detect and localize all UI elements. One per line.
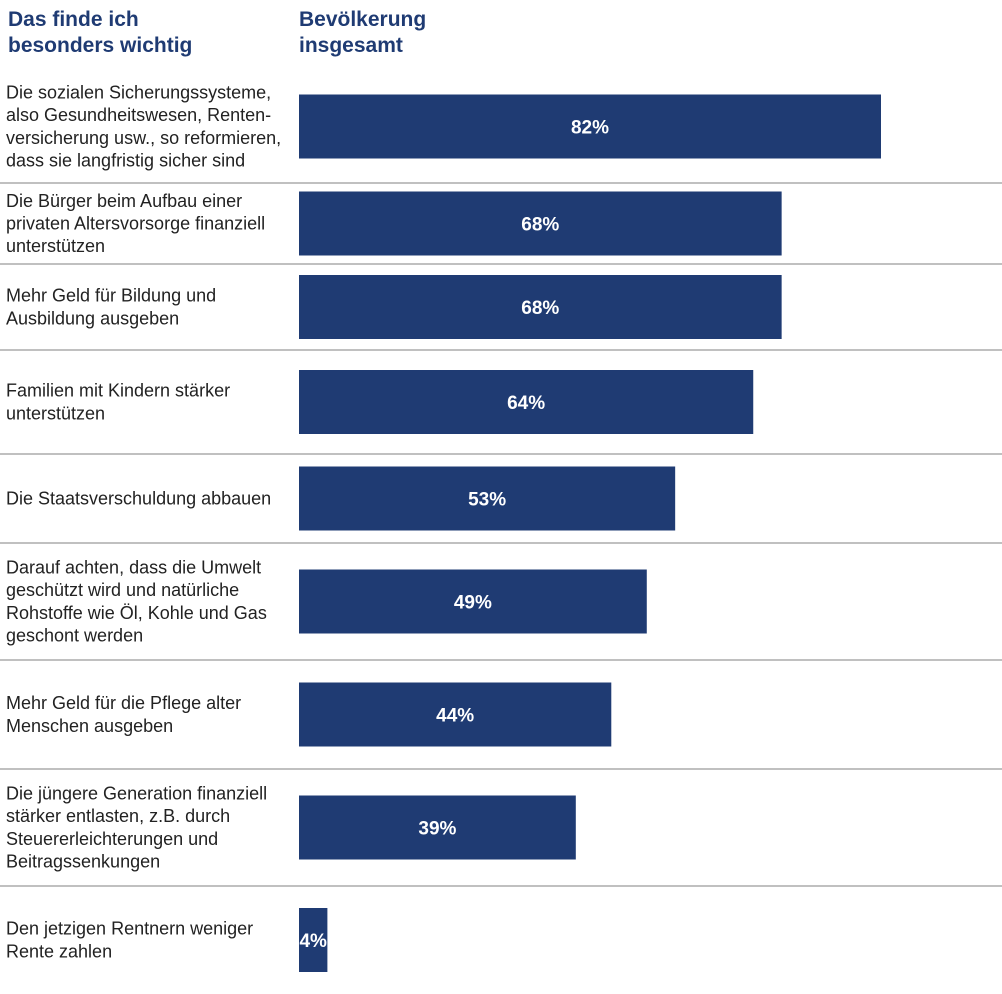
category-label-2-line: Die Bürger beim Aufbau einer bbox=[6, 191, 242, 211]
category-label-1-line: versicherung usw., so reformieren, bbox=[6, 128, 281, 148]
category-label-3: Mehr Geld für Bildung und Ausbildung ausg… bbox=[6, 286, 216, 329]
category-label-3-line: Mehr Geld für Bildung und bbox=[6, 286, 216, 306]
category-label-7-line: Menschen ausgeben bbox=[6, 716, 173, 736]
bar-9 bbox=[299, 908, 328, 972]
category-label-4-line: Familien mit Kindern stärker bbox=[6, 381, 230, 401]
value-label-7: 44% bbox=[436, 706, 474, 727]
category-label-5: Die Staatsverschuldung abbauen bbox=[6, 489, 271, 509]
category-label-7: Mehr Geld für die Pflege alter Menschen a… bbox=[6, 693, 241, 736]
category-label-6-line: Darauf achten, dass die Umwelt bbox=[6, 558, 261, 578]
value-label-1: 82% bbox=[571, 118, 609, 139]
value-label-2: 68% bbox=[521, 215, 559, 236]
value-label-3: 68% bbox=[521, 298, 559, 319]
category-label-2-line: unterstützen bbox=[6, 236, 105, 256]
category-label-8: Die jüngere Generation finanziell stärker… bbox=[6, 784, 267, 872]
category-label-3-line: Ausbildung ausgeben bbox=[6, 308, 179, 328]
category-label-6-line: Rohstoffe wie Öl, Kohle und Gas bbox=[6, 603, 267, 623]
header-right-title-line: insgesamt bbox=[299, 34, 403, 57]
category-label-1-line: Die sozialen Sicherungssysteme, bbox=[6, 83, 271, 103]
category-label-1: Die sozialen Sicherungssysteme, also Gesu… bbox=[6, 83, 281, 171]
category-label-6-line: geschützt wird und natürliche bbox=[6, 580, 239, 600]
category-label-9-line: Den jetzigen Rentnern weniger bbox=[6, 919, 253, 939]
category-label-7-line: Mehr Geld für die Pflege alter bbox=[6, 693, 241, 713]
category-label-8-line: Steuererleichterungen und bbox=[6, 829, 218, 849]
value-label-9: 4% bbox=[299, 931, 327, 952]
category-label-6: Darauf achten, dass die Umwelt geschützt … bbox=[6, 558, 267, 646]
category-label-8-line: stärker entlasten, z.B. durch bbox=[6, 806, 230, 826]
category-label-9-line: Rente zahlen bbox=[6, 941, 112, 961]
bar-6 bbox=[299, 569, 647, 634]
bar-7 bbox=[299, 682, 612, 747]
category-label-2: Die Bürger beim Aufbau einer privaten Alt… bbox=[6, 191, 265, 256]
header-right-title: Bevölkerung insgesamt bbox=[299, 8, 426, 57]
bar-4 bbox=[299, 370, 754, 434]
bar-3 bbox=[299, 275, 782, 339]
category-label-1-line: dass sie langfristig sicher sind bbox=[6, 150, 245, 170]
header-right-title-line: Bevölkerung bbox=[299, 8, 426, 31]
bar-8 bbox=[299, 795, 576, 860]
header-left-title-line: besonders wichtig bbox=[8, 34, 192, 57]
value-label-6: 49% bbox=[454, 593, 492, 614]
category-label-6-line: geschont werden bbox=[6, 625, 143, 645]
category-label-2-line: privaten Altersvorsorge finanziell bbox=[6, 214, 265, 234]
header-left-title: Das finde ich besonders wichtig bbox=[8, 8, 192, 57]
header-left-title-line: Das finde ich bbox=[8, 8, 139, 31]
value-label-4: 64% bbox=[507, 393, 545, 414]
bar-1 bbox=[299, 94, 881, 159]
bar-2 bbox=[299, 191, 782, 256]
value-label-5: 53% bbox=[468, 490, 506, 511]
category-label-8-line: Die jüngere Generation finanziell bbox=[6, 784, 267, 804]
category-label-5-line: Die Staatsverschuldung abbauen bbox=[6, 489, 271, 509]
category-label-4-line: unterstützen bbox=[6, 403, 105, 423]
bar-5 bbox=[299, 466, 676, 531]
value-label-8: 39% bbox=[418, 819, 456, 840]
category-label-4: Familien mit Kindern stärker unterstützen bbox=[6, 381, 230, 424]
category-label-8-line: Beitragssenkungen bbox=[6, 851, 160, 871]
category-label-1-line: also Gesundheitswesen, Renten- bbox=[6, 105, 271, 125]
category-label-9: Den jetzigen Rentnern weniger Rente zahle… bbox=[6, 919, 253, 962]
